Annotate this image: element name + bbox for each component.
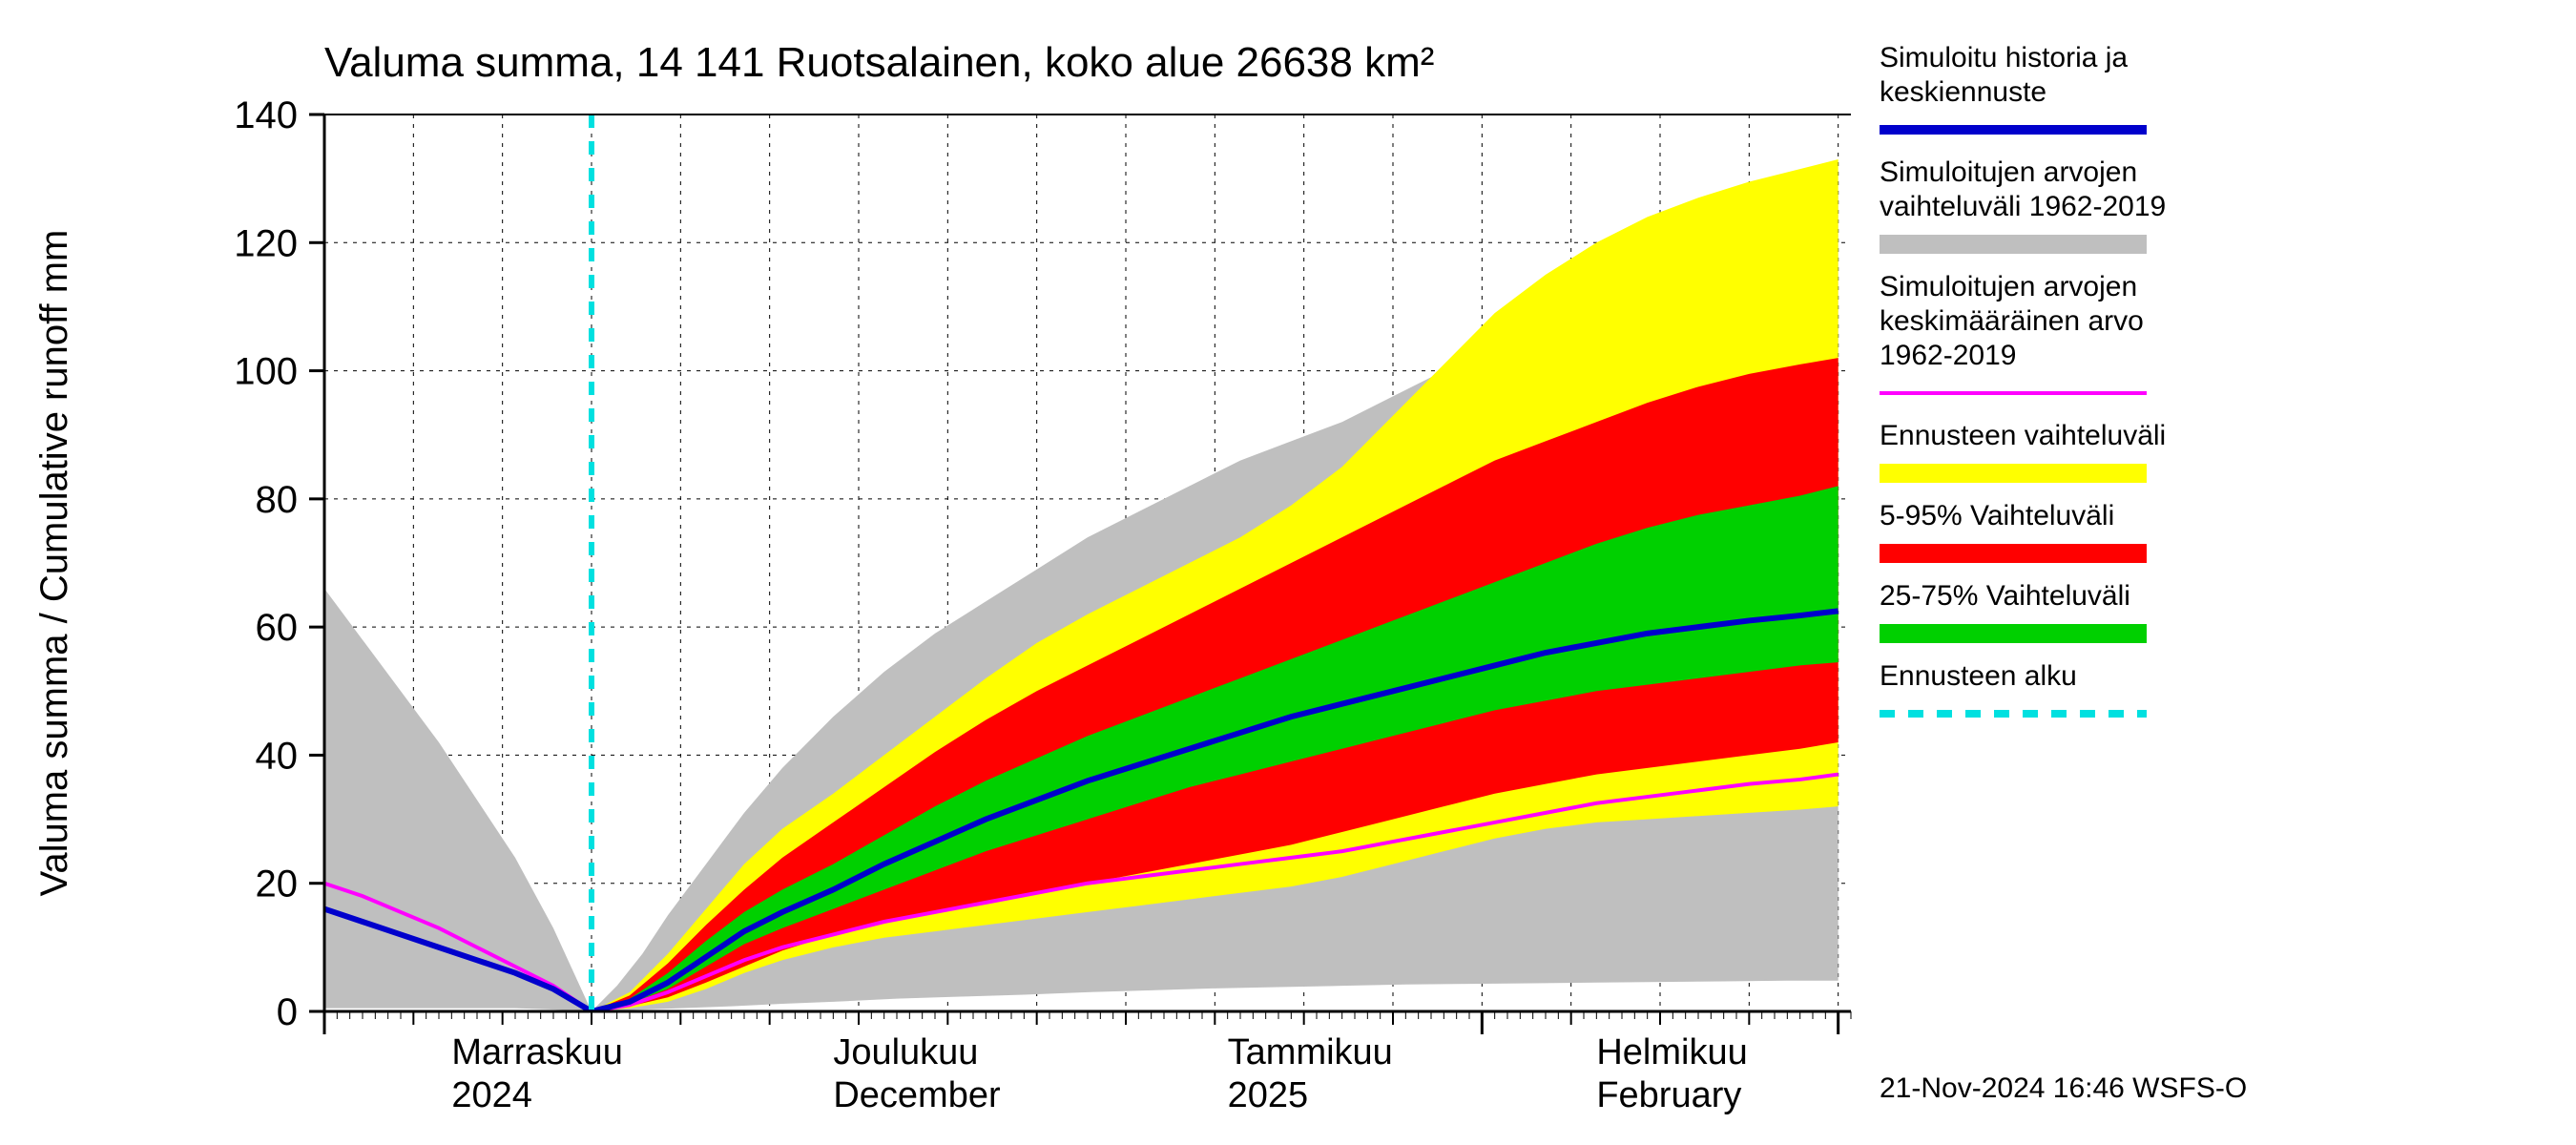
chart-footer: 21-Nov-2024 16:46 WSFS-O — [1880, 1072, 2247, 1104]
y-tick-label: 120 — [234, 222, 298, 264]
y-tick-label: 20 — [256, 864, 299, 906]
legend-label: Simuloitujen arvojen — [1880, 271, 2137, 302]
legend-label: 5-95% Vaihteluväli — [1880, 500, 2114, 531]
x-month-label: Tammikuu — [1228, 1032, 1393, 1072]
y-tick-label: 40 — [256, 735, 299, 777]
legend-label: keskiennuste — [1880, 76, 2046, 108]
x-month-sub-label: December — [833, 1075, 1001, 1115]
legend-label: Simuloitujen arvojen — [1880, 156, 2137, 188]
y-tick-label: 80 — [256, 479, 299, 521]
x-month-sub-label: February — [1596, 1075, 1741, 1115]
legend-swatch — [1880, 544, 2147, 563]
cumulative-runoff-chart: Valuma summa, 14 141 Ruotsalainen, koko … — [0, 0, 2576, 1145]
legend-label: Ennusteen vaihteluväli — [1880, 420, 2166, 451]
y-tick-label: 140 — [234, 94, 298, 136]
x-month-sub-label: 2024 — [451, 1075, 532, 1115]
y-tick-label: 0 — [277, 991, 298, 1033]
legend-swatch — [1880, 464, 2147, 483]
x-month-label: Marraskuu — [451, 1032, 623, 1072]
x-month-label: Joulukuu — [833, 1032, 978, 1072]
legend-label: keskimääräinen arvo — [1880, 305, 2144, 337]
y-tick-label: 60 — [256, 607, 299, 649]
x-month-sub-label: 2025 — [1228, 1075, 1309, 1115]
legend-label: Ennusteen alku — [1880, 660, 2077, 692]
legend-swatch — [1880, 235, 2147, 254]
legend-label: 25-75% Vaihteluväli — [1880, 580, 2130, 612]
chart-title: Valuma summa, 14 141 Ruotsalainen, koko … — [324, 39, 1434, 86]
y-tick-label: 100 — [234, 351, 298, 393]
legend-label: Simuloitu historia ja — [1880, 42, 2128, 73]
legend-swatch — [1880, 624, 2147, 643]
x-month-label: Helmikuu — [1596, 1032, 1747, 1072]
y-axis-label: Valuma summa / Cumulative runoff mm — [33, 230, 75, 897]
legend-label: 1962-2019 — [1880, 340, 2016, 371]
chart-container: Valuma summa, 14 141 Ruotsalainen, koko … — [0, 0, 2576, 1145]
legend-label: vaihteluväli 1962-2019 — [1880, 191, 2166, 222]
